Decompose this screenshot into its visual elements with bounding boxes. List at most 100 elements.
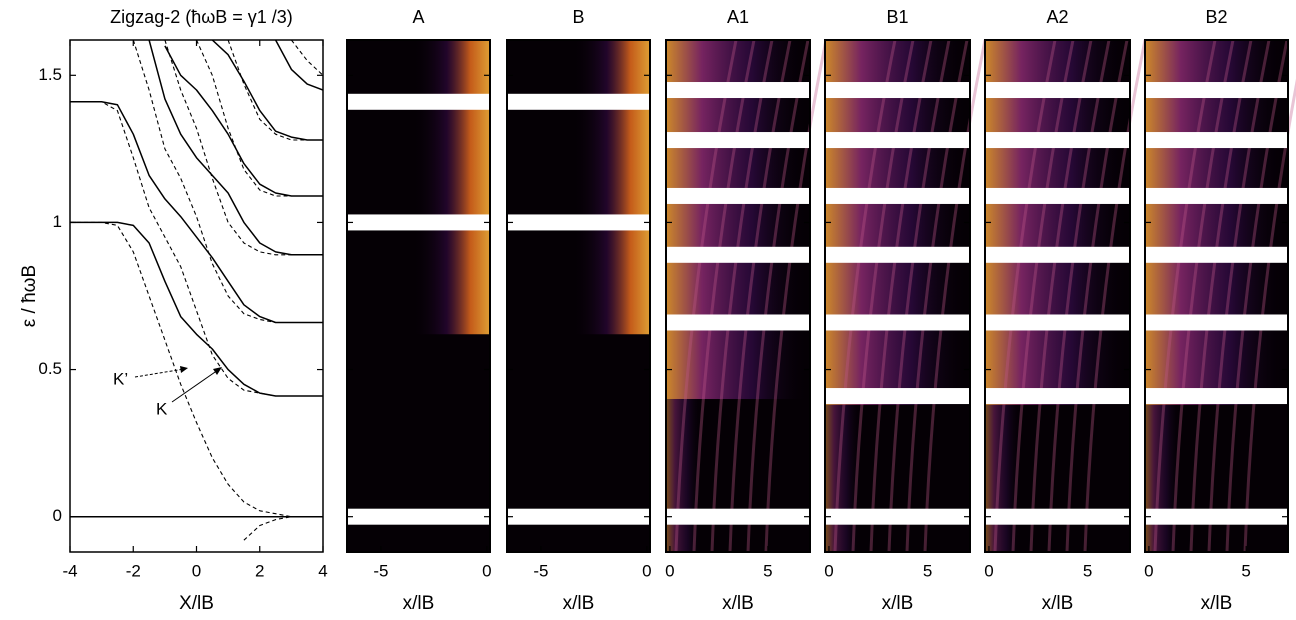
x-tick-label: -4 [62,561,77,580]
panel-title: B1 [886,7,908,27]
frame [506,39,651,553]
frame [665,39,811,553]
level-band [825,314,970,331]
x-axis-label: x/lB [403,593,435,614]
y-tick-label: 1 [53,212,62,231]
y-tick-label: 0.5 [38,359,62,378]
arrow-head [180,366,188,373]
heatmap-glow [666,40,810,399]
heatmap-streak [1011,39,1075,553]
heatmap-glow [825,40,970,405]
x-axis-label: x/lB [1042,593,1074,614]
curve [227,40,323,141]
curve [70,101,323,397]
heatmap-streak [993,39,1057,553]
heatmap-glow [985,40,1130,405]
level-band [507,214,650,231]
level-band [825,132,970,149]
x-tick-label: 0 [642,561,651,580]
level-band [507,508,650,525]
heatmap-streak [746,39,810,553]
heatmap-streak [1029,39,1093,553]
heatmap-streak [764,39,828,553]
y-tick-label: 1.5 [38,65,62,84]
curve [195,40,323,197]
heatmap-streak [728,39,792,553]
x-tick-label: 5 [763,561,772,580]
panel-title: A [412,7,424,27]
level-band [507,93,650,110]
frame [984,39,1131,553]
x-axis-label: x/lB [563,593,595,614]
x-tick-label: 0 [824,561,833,580]
x-tick-label: -5 [533,561,548,580]
level-band [1145,508,1288,525]
level-band [666,508,810,525]
heatmap-streak [887,39,951,553]
level-band [985,82,1130,99]
level-band [985,314,1130,331]
level-band [825,388,970,405]
heatmap-glow [825,404,862,552]
level-band [985,132,1130,149]
heatmap-streak [833,39,897,553]
x-tick-label: 4 [318,561,327,580]
level-band [985,388,1130,405]
heatmap-streak [1065,39,1129,553]
heatmap-streak [710,39,774,553]
x-axis-label: x/lB [1201,593,1233,614]
x-tick-label: 0 [984,561,993,580]
heatmap-streak [905,39,969,553]
level-band [1145,187,1288,204]
level-band [347,214,490,231]
level-band [985,187,1130,204]
y-axis-label: ε / ħωB [19,265,40,327]
level-band [1145,314,1288,331]
frame [824,39,971,553]
x-tick-label: 0 [192,561,201,580]
y-tick-label: 0 [53,506,62,525]
curve [148,40,323,256]
x-axis-label: x/lB [722,593,754,614]
heatmap-streak [1189,39,1253,553]
level-band [347,508,490,525]
level-band [666,132,810,149]
x-tick-label: 0 [1144,561,1153,580]
level-band [825,508,970,525]
heatmap-glow [666,398,702,552]
level-band [1145,246,1288,263]
heatmap-glow [985,404,1022,552]
panel-title: B2 [1205,7,1227,27]
panel-title: B [572,7,584,27]
heatmap-streak [1171,39,1235,553]
level-band [347,93,490,110]
curve [164,45,323,197]
heatmap-streak [1207,39,1271,553]
x-tick-label: 5 [1083,561,1092,580]
panel-title: A1 [727,7,749,27]
x-axis-label: x/lB [882,593,914,614]
curve [70,221,323,518]
x-tick-label: -5 [373,561,388,580]
chart-title: Zigzag-2 (ħωB = γ1 /3) [110,7,293,27]
level-band [985,246,1130,263]
level-band [666,82,810,99]
heatmap-streak [1047,39,1111,553]
heatmap-glow [1145,404,1181,552]
heatmap-streak [851,39,915,553]
level-band [1145,388,1288,405]
heatmap-streak [1153,39,1217,553]
level-band [825,246,970,263]
curve [70,101,323,324]
level-band [1145,132,1288,149]
curve [132,40,323,324]
heatmap-streak [923,39,987,553]
heatmap-glow [571,40,650,335]
x-tick-label: 5 [1241,561,1250,580]
x-tick-label: 0 [482,561,491,580]
frame [1144,39,1289,553]
x-tick-label: 0 [665,561,674,580]
curve [70,221,323,397]
x-tick-label: 2 [255,561,264,580]
curve [243,516,323,541]
